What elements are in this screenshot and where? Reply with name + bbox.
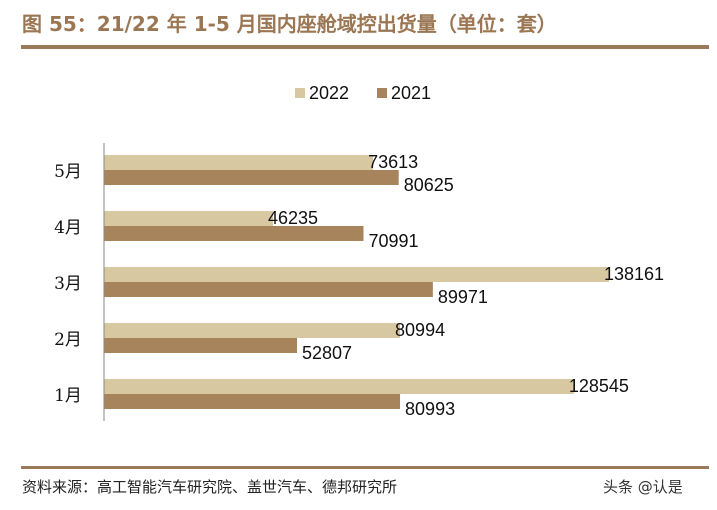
bar-2021: [104, 282, 433, 297]
bar-chart: 2022 2021 5月 73613 80625 4月 46235 70991 3月 138161…: [54, 83, 664, 421]
bar-2021: [104, 170, 399, 185]
data-label: 80993: [405, 399, 455, 419]
data-label: 70991: [368, 231, 418, 251]
watermark: 头条 @认是: [603, 478, 683, 496]
bar-2022: [104, 379, 574, 394]
bar-2022: [104, 267, 609, 282]
bar-2022: [104, 211, 273, 226]
source-note: 资料来源：高工智能汽车研究院、盖世汽车、德邦研究所: [22, 478, 398, 496]
data-label: 89971: [438, 287, 488, 307]
data-label: 80994: [395, 320, 445, 340]
chart-title: 图 55：21/22 年 1-5 月国内座舱域控出货量（单位：套）: [22, 12, 557, 36]
bar-2022: [104, 155, 374, 170]
data-label: 138161: [604, 264, 664, 284]
bar-2022: [104, 323, 401, 338]
data-label: 128545: [569, 376, 629, 396]
legend-label-2022: 2022: [309, 83, 349, 103]
category-label: 5月: [54, 162, 82, 182]
category-label: 2月: [54, 330, 82, 350]
title-divider: [21, 45, 709, 49]
data-label: 52807: [302, 343, 352, 363]
legend-label-2021: 2021: [391, 83, 431, 103]
data-label: 46235: [268, 208, 318, 228]
bar-2021: [104, 394, 401, 409]
category-label: 4月: [54, 218, 82, 238]
category-label: 1月: [54, 386, 82, 406]
bar-2021: [104, 338, 298, 353]
bar-2021: [104, 226, 364, 241]
legend-swatch-2022: [295, 88, 305, 98]
category-label: 3月: [54, 274, 82, 294]
data-label: 73613: [368, 152, 418, 172]
data-label: 80625: [404, 175, 454, 195]
footer-divider: [21, 466, 709, 469]
legend-swatch-2021: [377, 88, 387, 98]
